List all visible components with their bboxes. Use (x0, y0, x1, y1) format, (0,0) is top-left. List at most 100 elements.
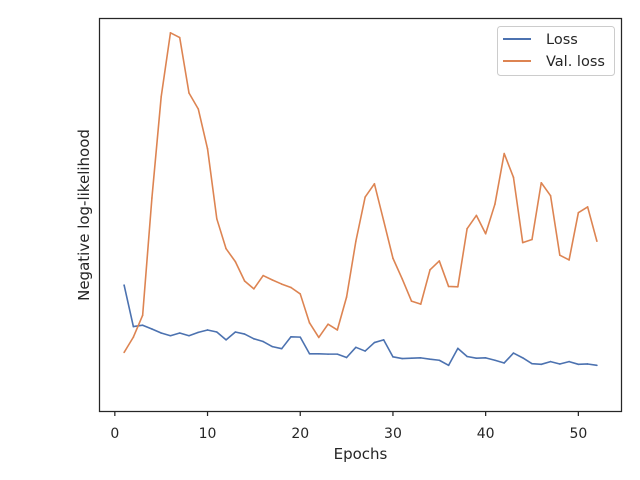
data-point (345, 296, 348, 298)
data-point (531, 238, 533, 241)
data-point (549, 360, 552, 363)
data-point (484, 357, 487, 359)
data-point (494, 359, 496, 362)
data-point (327, 323, 329, 326)
data-point (123, 284, 125, 286)
data-point (280, 283, 283, 285)
data-point (225, 339, 227, 341)
x-tick-label: 50 (569, 426, 587, 442)
data-point (521, 357, 524, 359)
data-point (178, 332, 181, 334)
data-point (253, 288, 255, 290)
data-point (317, 352, 320, 355)
data-point (531, 362, 533, 365)
data-point (401, 278, 404, 280)
series-line-val-loss (123, 32, 598, 353)
data-point (169, 32, 172, 34)
data-point (197, 108, 200, 110)
data-point (188, 334, 190, 337)
x-tick-label: 30 (384, 426, 402, 442)
data-point (280, 347, 283, 350)
data-point (178, 36, 181, 39)
data-point (484, 232, 487, 235)
data-point (336, 329, 339, 331)
data-point (290, 335, 292, 338)
data-point (234, 260, 237, 263)
data-point (438, 359, 441, 362)
series-line-loss (123, 284, 598, 367)
data-point (141, 314, 144, 317)
data-point (586, 363, 589, 365)
plot-frame (98, 17, 623, 413)
data-point (512, 352, 515, 354)
data-point (457, 286, 459, 288)
data-point (253, 338, 255, 340)
data-point (327, 353, 329, 355)
data-point (429, 269, 431, 271)
data-point (568, 259, 570, 261)
data-point (373, 341, 376, 344)
legend-label-loss: Loss (546, 32, 578, 48)
data-point (225, 247, 227, 250)
x-axis-ticks: 0 10 20 30 40 50 (110, 411, 587, 442)
data-point (364, 350, 366, 352)
data-point (141, 324, 144, 327)
data-point (549, 194, 552, 197)
data-point (206, 329, 209, 331)
data-point (457, 347, 459, 350)
data-point (151, 328, 153, 330)
data-point (345, 356, 348, 359)
legend: Loss Val. loss (497, 26, 615, 76)
data-point (429, 358, 431, 361)
data-point (262, 274, 264, 277)
x-tick-label: 40 (477, 426, 495, 442)
data-point (216, 218, 218, 220)
data-point (336, 353, 339, 355)
legend-label-val-loss: Val. loss (546, 54, 605, 70)
data-point (392, 257, 394, 260)
data-point (317, 336, 320, 339)
data-point (373, 182, 376, 185)
data-point (160, 332, 162, 334)
data-point (410, 357, 413, 360)
data-point (160, 95, 162, 98)
data-point (447, 285, 450, 288)
data-point (419, 303, 422, 305)
data-point (216, 331, 218, 333)
data-point (503, 152, 505, 155)
data-point (355, 240, 357, 243)
data-point (596, 364, 598, 367)
x-tick-label: 10 (199, 426, 217, 442)
data-point (132, 325, 135, 328)
data-point (132, 336, 135, 338)
data-point (596, 240, 598, 243)
data-point (521, 241, 524, 244)
data-point (206, 147, 209, 150)
series-layer (123, 32, 598, 367)
data-point (466, 355, 468, 358)
data-point (308, 352, 311, 355)
data-point (262, 340, 264, 343)
data-point (494, 203, 496, 205)
data-point (364, 196, 366, 198)
data-point (559, 363, 561, 365)
data-point (382, 339, 385, 341)
data-point (540, 181, 543, 184)
data-point (243, 280, 246, 282)
data-point (559, 254, 561, 256)
data-point (475, 357, 478, 360)
data-point (382, 220, 385, 222)
data-point (466, 227, 468, 230)
data-point (355, 346, 357, 349)
data-point (586, 206, 589, 208)
data-point (299, 293, 302, 295)
data-point (540, 363, 543, 366)
data-point (234, 331, 237, 333)
data-point (438, 260, 441, 262)
data-point (169, 334, 172, 337)
data-point (243, 333, 246, 335)
data-point (188, 92, 190, 94)
x-axis-label: Epochs (334, 445, 388, 463)
x-tick-label: 20 (291, 426, 309, 442)
